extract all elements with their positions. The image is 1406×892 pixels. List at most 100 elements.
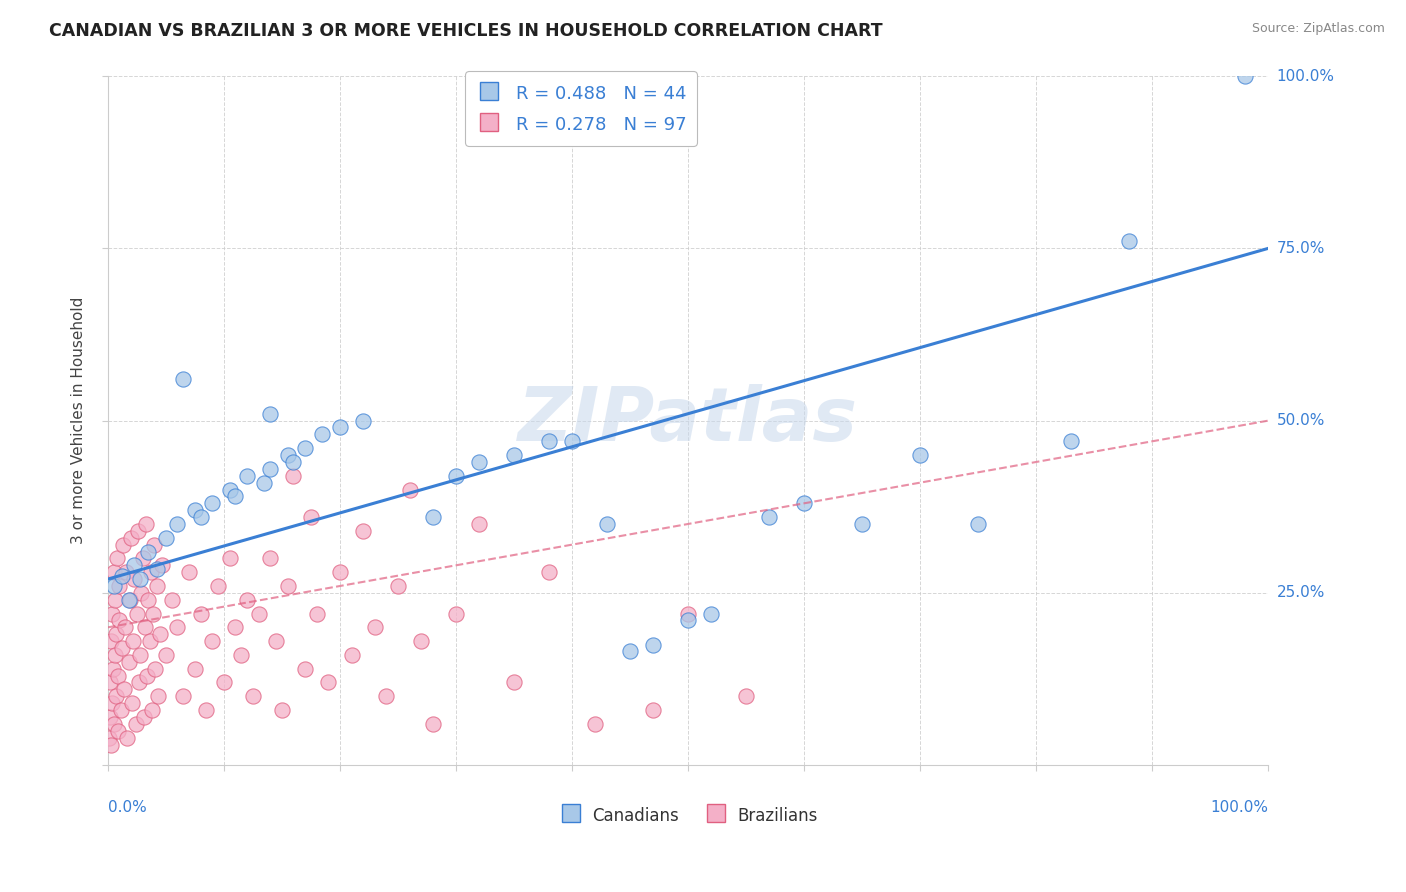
Point [100,634,122,648]
Point [118,655,141,669]
Point [259,462,281,476]
Point [124,572,146,586]
Point [619,644,641,658]
Point [118,592,141,607]
Point [596,516,619,531]
Text: CANADIAN VS BRAZILIAN 3 OR MORE VEHICLES IN HOUSEHOLD CORRELATION CHART: CANADIAN VS BRAZILIAN 3 OR MORE VEHICLES… [49,22,883,40]
Point [503,448,526,462]
Point [201,496,224,510]
Point [583,716,606,731]
Point [131,586,153,600]
Point [851,516,873,531]
Point [150,558,173,573]
Point [247,607,270,621]
Point [329,565,352,579]
Point [444,607,467,621]
Text: ZIPatlas: ZIPatlas [517,384,858,457]
Point [283,455,305,469]
Point [135,516,157,531]
Point [143,662,166,676]
Point [1118,235,1140,249]
Point [118,592,141,607]
Point [111,640,134,655]
Point [101,662,124,676]
Point [316,675,339,690]
Point [793,496,815,510]
Point [138,592,160,607]
Point [277,448,299,462]
Point [155,648,177,662]
Point [122,634,145,648]
Point [218,483,240,497]
Point [149,627,172,641]
Point [111,568,134,582]
Point [111,538,134,552]
Point [387,579,409,593]
Text: 75.0%: 75.0% [1277,241,1324,256]
Point [105,551,128,566]
Point [195,703,218,717]
Text: 50.0%: 50.0% [1277,413,1324,428]
Text: Source: ZipAtlas.com: Source: ZipAtlas.com [1251,22,1385,36]
Point [145,562,167,576]
Point [131,551,153,566]
Point [166,516,188,531]
Point [134,620,156,634]
Point [112,682,135,697]
Point [132,710,155,724]
Point [207,579,229,593]
Point [294,662,316,676]
Point [676,607,699,621]
Point [184,662,207,676]
Point [253,475,276,490]
Point [283,468,305,483]
Point [264,634,287,648]
Point [138,634,160,648]
Point [236,468,259,483]
Text: 25.0%: 25.0% [1277,585,1324,600]
Point [145,579,167,593]
Point [110,703,132,717]
Point [218,551,240,566]
Point [352,414,374,428]
Point [105,627,128,641]
Point [103,565,125,579]
Point [177,565,200,579]
Point [561,434,583,449]
Point [444,468,467,483]
Point [1060,434,1083,449]
Point [411,634,433,648]
Point [107,668,129,682]
Point [101,607,124,621]
Point [311,427,333,442]
Point [138,544,160,558]
Point [643,638,665,652]
Point [107,614,129,628]
Point [352,524,374,538]
Point [735,690,758,704]
Point [141,703,163,717]
Point [468,455,491,469]
Point [103,716,125,731]
Point [201,634,224,648]
Point [643,703,665,717]
Point [184,503,207,517]
Point [224,620,246,634]
Point [104,690,127,704]
Point [101,696,124,710]
Point [117,731,139,745]
Point [166,620,188,634]
Point [160,592,183,607]
Point [103,579,125,593]
Point [224,490,246,504]
Point [259,551,281,566]
Point [212,675,235,690]
Point [676,614,699,628]
Point [114,620,136,634]
Point [124,558,146,573]
Point [422,716,444,731]
Point [143,538,166,552]
Point [120,531,142,545]
Point [537,565,560,579]
Point [125,607,148,621]
